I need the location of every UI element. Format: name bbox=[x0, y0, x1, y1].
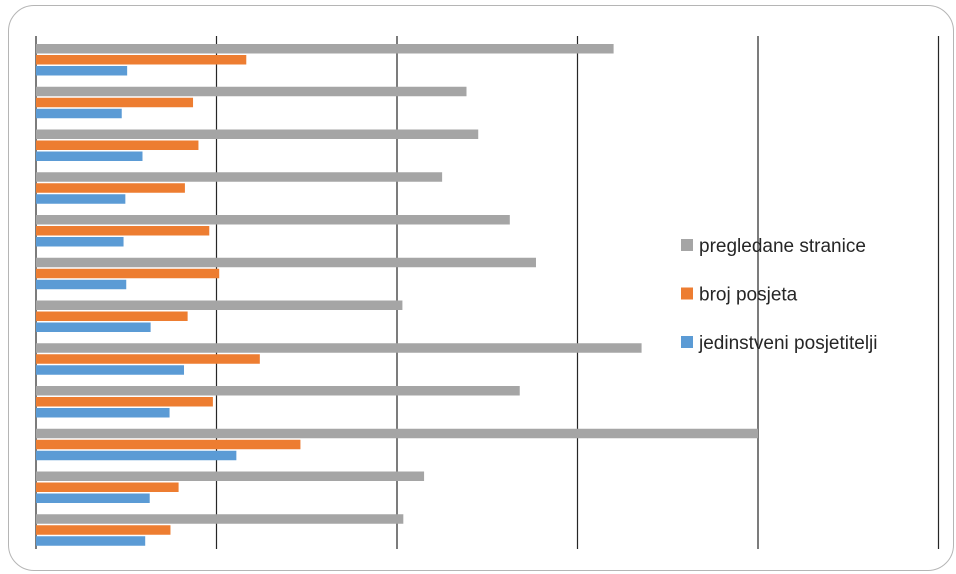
bar-pregledane-stranice bbox=[36, 129, 479, 139]
bar-pregledane-stranice bbox=[36, 343, 642, 353]
bar-pregledane-stranice bbox=[36, 86, 467, 97]
bar-broj-posjeta bbox=[36, 97, 194, 108]
bar-broj-posjeta bbox=[36, 354, 260, 364]
bar-jedinstveni-posjetitelji bbox=[36, 279, 127, 290]
bar-pregledane-stranice bbox=[36, 300, 403, 310]
bar-broj-posjeta bbox=[36, 268, 220, 279]
bar-broj-posjeta bbox=[36, 397, 213, 407]
bar-broj-posjeta bbox=[36, 55, 247, 65]
bar-jedinstveni-posjetitelji bbox=[36, 322, 151, 332]
bar-jedinstveni-posjetitelji bbox=[36, 66, 128, 76]
bar-pregledane-stranice bbox=[36, 172, 443, 182]
bar-pregledane-stranice bbox=[36, 257, 536, 268]
bar-jedinstveni-posjetitelji bbox=[36, 450, 237, 461]
legend-swatch bbox=[681, 287, 693, 300]
bar-pregledane-stranice bbox=[36, 386, 520, 396]
bar-pregledane-stranice bbox=[36, 215, 510, 225]
bar-broj-posjeta bbox=[36, 482, 179, 492]
legend-label: pregledane stranice bbox=[699, 236, 866, 257]
bar-broj-posjeta bbox=[36, 525, 171, 535]
bar-pregledane-stranice bbox=[36, 428, 758, 439]
bar-broj-posjeta bbox=[36, 183, 185, 193]
bar-pregledane-stranice bbox=[36, 514, 404, 524]
bars bbox=[36, 44, 758, 546]
legend-swatch bbox=[681, 336, 693, 348]
gridlines bbox=[35, 36, 940, 549]
legend-label: broj posjeta bbox=[699, 285, 798, 306]
bar-broj-posjeta bbox=[36, 140, 199, 150]
bar-pregledane-stranice bbox=[36, 44, 614, 54]
bar-jedinstveni-posjetitelji bbox=[36, 151, 143, 161]
bar-jedinstveni-posjetitelji bbox=[36, 408, 170, 418]
bar-jedinstveni-posjetitelji bbox=[36, 536, 146, 546]
bar-jedinstveni-posjetitelji bbox=[36, 493, 150, 503]
bar-jedinstveni-posjetitelji bbox=[36, 237, 124, 247]
bar-broj-posjeta bbox=[36, 311, 188, 321]
bar-jedinstveni-posjetitelji bbox=[36, 194, 126, 204]
bar-pregledane-stranice bbox=[36, 471, 425, 481]
legend-label: jedinstveni posjetitelji bbox=[698, 333, 878, 354]
bar-jedinstveni-posjetitelji bbox=[36, 365, 185, 375]
legend: pregledane stranice broj posjeta jedinstve… bbox=[681, 236, 878, 354]
bar-broj-posjeta bbox=[36, 439, 301, 450]
bar-jedinstveni-posjetitelji bbox=[36, 108, 122, 119]
bar-broj-posjeta bbox=[36, 226, 210, 236]
legend-swatch bbox=[681, 239, 693, 251]
